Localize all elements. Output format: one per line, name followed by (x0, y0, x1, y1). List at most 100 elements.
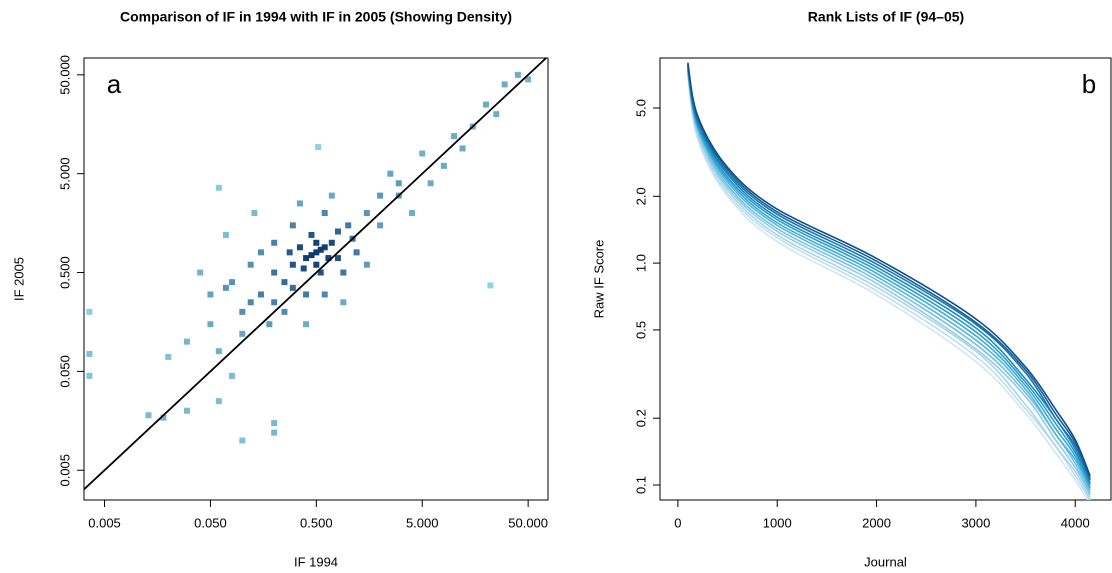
y-tick-label: 5.000 (57, 157, 72, 190)
point (377, 222, 384, 229)
point (86, 308, 93, 315)
point (207, 321, 214, 328)
x-tick-label: 4000 (1061, 515, 1090, 530)
y-tick-label: 1.0 (633, 254, 648, 272)
point (222, 284, 229, 291)
point (247, 299, 254, 306)
y-axis-label: Raw IF Score (591, 240, 606, 319)
point (363, 261, 370, 268)
point (239, 330, 246, 337)
point (487, 282, 494, 289)
point (145, 412, 152, 419)
y-tick-label: 0.500 (57, 256, 72, 289)
y-axis-label: IF 2005 (11, 257, 26, 301)
chart-title: Comparison of IF in 1994 with IF in 2005… (120, 9, 512, 25)
point (257, 249, 264, 256)
series-line (687, 66, 1091, 484)
point (427, 180, 434, 187)
x-tick-label: 0.005 (88, 515, 121, 530)
point (183, 338, 190, 345)
point (165, 353, 172, 360)
chart-title: Rank Lists of IF (94–05) (808, 9, 964, 25)
panel-label: a (107, 69, 122, 99)
point (289, 261, 296, 268)
x-tick-label: 2000 (862, 515, 891, 530)
point (315, 144, 322, 151)
point (308, 231, 315, 238)
point (86, 372, 93, 379)
point (340, 299, 347, 306)
point (271, 269, 278, 276)
identity-line (84, 58, 547, 491)
point (300, 265, 307, 272)
point (363, 210, 370, 217)
point (86, 350, 93, 357)
point (271, 420, 278, 427)
y-tick-label: 50.000 (57, 55, 72, 95)
point (160, 414, 167, 421)
point (239, 308, 246, 315)
point (296, 244, 303, 251)
series-line (687, 70, 1091, 494)
point (215, 398, 222, 405)
series-line (687, 68, 1091, 491)
series-line (687, 65, 1091, 481)
point (229, 372, 236, 379)
point (215, 348, 222, 355)
plot-area (687, 62, 1091, 500)
point (266, 321, 273, 328)
point (313, 261, 320, 268)
y-tick-label: 0.1 (633, 476, 648, 494)
y-tick-label: 0.005 (57, 454, 72, 487)
point (183, 407, 190, 414)
x-axis-label: IF 1994 (294, 554, 338, 569)
point (251, 210, 258, 217)
point (345, 222, 352, 229)
point (321, 244, 328, 251)
plot-frame (83, 57, 549, 501)
point (440, 162, 447, 169)
point (353, 249, 360, 256)
point (289, 284, 296, 291)
y-tick-label: 5.0 (633, 99, 648, 117)
point (317, 246, 324, 253)
point (459, 145, 466, 152)
point (493, 111, 500, 118)
point (197, 269, 204, 276)
point (482, 101, 489, 108)
point (257, 291, 264, 298)
point (247, 261, 254, 268)
point (239, 437, 246, 444)
x-tick-label: 5.000 (406, 515, 439, 530)
point (308, 252, 315, 259)
point (408, 210, 415, 217)
series-line (687, 63, 1091, 479)
point (334, 228, 341, 235)
plot-area (84, 58, 547, 491)
point (395, 180, 402, 187)
point (340, 269, 347, 276)
point (303, 291, 310, 298)
point (207, 291, 214, 298)
point (222, 231, 229, 238)
point (313, 239, 320, 246)
point (328, 239, 335, 246)
point (387, 170, 394, 177)
y-tick-label: 0.5 (633, 321, 648, 339)
point (377, 192, 384, 199)
x-tick-label: 3000 (961, 515, 990, 530)
x-tick-label: 0.500 (300, 515, 333, 530)
point (313, 249, 320, 256)
point (501, 81, 508, 88)
point (334, 255, 341, 262)
point (281, 279, 288, 286)
series-line (687, 71, 1091, 496)
point (525, 76, 532, 83)
point (321, 291, 328, 298)
point (451, 133, 458, 140)
point (317, 269, 324, 276)
point (271, 239, 278, 246)
point (271, 299, 278, 306)
y-tick-label: 0.2 (633, 409, 648, 427)
